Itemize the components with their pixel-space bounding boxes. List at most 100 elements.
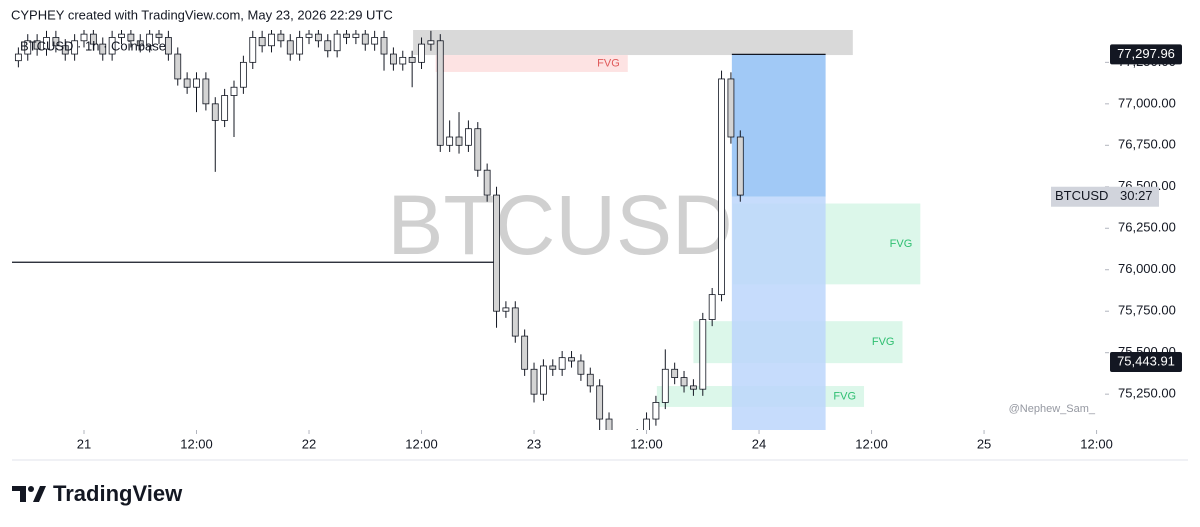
- attribution: @Nephew_Sam_: [1009, 403, 1096, 415]
- candle-body: [333, 33, 341, 52]
- candle-body: [183, 78, 191, 88]
- candle-body: [483, 169, 491, 196]
- y-tick-label: 76,000.00: [1118, 261, 1176, 276]
- x-tick-label: 12:00: [405, 436, 438, 451]
- brand-logo: [12, 486, 46, 502]
- candle-body: [577, 360, 585, 375]
- x-tick-label: 25: [977, 436, 991, 451]
- candle-body: [230, 86, 238, 96]
- position-box: [731, 54, 826, 197]
- candle-body: [558, 357, 566, 370]
- candle-body: [286, 40, 294, 55]
- candle-body: [596, 385, 604, 420]
- candle-body: [71, 40, 79, 55]
- candle-body: [249, 37, 257, 63]
- candle-body: [136, 40, 144, 47]
- candle-body: [14, 53, 22, 62]
- candle-body: [118, 33, 125, 38]
- x-tick-label: 12:00: [1080, 436, 1113, 451]
- zone-label: FVG: [833, 390, 856, 402]
- candle-body: [89, 33, 97, 45]
- candle-body: [427, 40, 435, 45]
- candle-body: [408, 56, 416, 63]
- candle-body: [690, 385, 697, 390]
- x-tick-label: 12:00: [855, 436, 888, 451]
- candle-body: [314, 33, 322, 42]
- watermark: BTCUSD: [387, 178, 732, 272]
- candle-body: [540, 365, 547, 395]
- candle-body: [24, 40, 32, 55]
- chart-title: CYPHEY created with TradingView.com, May…: [11, 7, 393, 22]
- candle-body: [474, 128, 482, 171]
- countdown-box: [1051, 186, 1159, 207]
- y-tick-label: 76,750.00: [1118, 137, 1176, 152]
- candle-body: [155, 33, 163, 38]
- zone: [413, 30, 853, 56]
- candle-body: [174, 53, 182, 80]
- x-tick-label: 12:00: [180, 436, 213, 451]
- candle-body: [80, 33, 88, 42]
- candle-body: [389, 53, 397, 65]
- zone-label: FVG: [597, 57, 620, 69]
- candle-body: [221, 95, 229, 121]
- candle-body: [52, 37, 60, 47]
- candle-body: [202, 78, 210, 105]
- candle-body: [399, 56, 407, 65]
- candle-body: [324, 40, 332, 52]
- zone-label: FVG: [890, 238, 913, 250]
- candle-body: [502, 307, 510, 312]
- y-tick-label: 75,750.00: [1118, 303, 1176, 318]
- candle-body: [164, 37, 172, 55]
- candle-body: [521, 335, 529, 370]
- candle-body: [511, 307, 519, 337]
- candle-body: [418, 43, 425, 63]
- x-tick-label: 12:00: [630, 436, 663, 451]
- candle-body: [277, 33, 285, 42]
- candle-body: [493, 194, 500, 312]
- brand-name: TradingView: [53, 481, 183, 506]
- price-label: 75,443.91: [1117, 353, 1175, 368]
- countdown-symbol: BTCUSD: [1055, 188, 1108, 203]
- price-label-box: [1110, 44, 1182, 65]
- candle-body: [718, 78, 725, 296]
- candle-body: [661, 368, 669, 403]
- x-tick-label: 22: [302, 436, 316, 451]
- candle-body: [258, 37, 266, 47]
- candle-body: [211, 103, 219, 121]
- candle-body: [680, 377, 688, 387]
- candle-body: [652, 402, 660, 420]
- candle-body: [736, 136, 744, 196]
- candle-body: [268, 33, 275, 47]
- candle-body: [296, 37, 304, 55]
- candle-body: [361, 33, 369, 45]
- candle-body: [239, 61, 247, 88]
- candle-body: [352, 33, 360, 38]
- y-tick-label: 76,250.00: [1118, 220, 1176, 235]
- candle-body: [605, 418, 613, 430]
- price-label-box: [1110, 351, 1182, 372]
- position-box: [731, 196, 826, 430]
- candle-body: [305, 33, 313, 38]
- candle-body: [61, 45, 69, 55]
- candle-body: [699, 319, 707, 390]
- price-label: 77,297.96: [1117, 46, 1175, 61]
- candle-body: [33, 40, 41, 50]
- candle-body: [146, 33, 154, 47]
- candle-body: [380, 37, 388, 55]
- candle-body: [727, 78, 735, 138]
- candle-body: [436, 40, 444, 146]
- candle-body: [108, 37, 116, 55]
- candle-body: [643, 418, 650, 430]
- zone: [435, 55, 628, 72]
- candle-body: [530, 368, 538, 395]
- candle-body: [671, 368, 679, 378]
- countdown-time: 30:27: [1120, 188, 1153, 203]
- y-tick-label: 77,000.00: [1118, 95, 1176, 110]
- candle-body: [568, 357, 575, 362]
- candle-body: [343, 33, 350, 38]
- candle-body: [708, 294, 716, 320]
- x-tick-label: 21: [77, 436, 91, 451]
- candle-body: [127, 33, 135, 42]
